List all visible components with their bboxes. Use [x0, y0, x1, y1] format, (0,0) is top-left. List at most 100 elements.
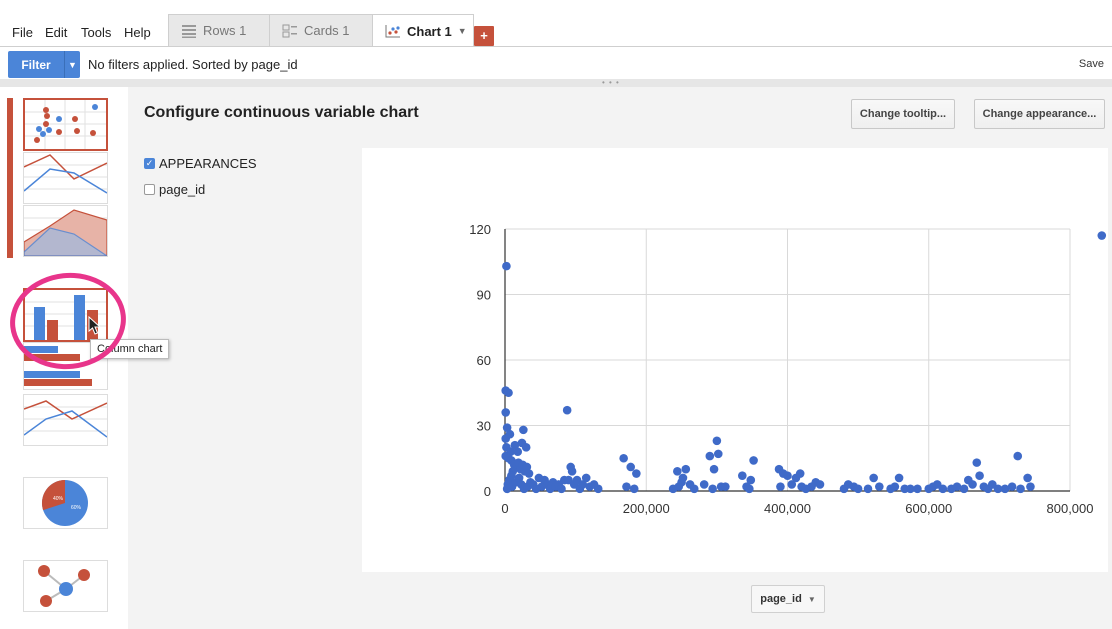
- data-point: [749, 456, 758, 465]
- data-point: [713, 449, 723, 459]
- menu-file[interactable]: File: [12, 25, 33, 40]
- checkbox-unchecked-icon[interactable]: [144, 184, 155, 195]
- data-point: [505, 429, 515, 439]
- data-point: [875, 482, 884, 491]
- tab-cards[interactable]: Cards 1: [269, 14, 373, 46]
- data-point: [562, 405, 572, 415]
- pie-label-red: 40%: [53, 496, 64, 502]
- checkbox-checked-icon[interactable]: ✓: [144, 158, 155, 169]
- x-tick-label: 200,000: [623, 501, 670, 516]
- network-chart-thumbnail[interactable]: [23, 560, 108, 612]
- variable-appearances[interactable]: ✓ APPEARANCES: [144, 156, 257, 171]
- filter-button-label: Filter: [21, 57, 51, 72]
- data-point: [795, 469, 805, 478]
- x-tick-label: 0: [501, 501, 508, 516]
- y-tick-label: 120: [469, 222, 491, 237]
- data-point: [913, 484, 922, 494]
- data-point: [705, 451, 715, 461]
- data-point: [689, 484, 699, 494]
- data-point: [721, 482, 730, 491]
- data-point: [776, 482, 785, 491]
- save-button[interactable]: Save: [1078, 58, 1104, 70]
- data-point: [869, 473, 878, 483]
- data-point: [699, 480, 709, 489]
- column-chart-thumbnail[interactable]: [23, 288, 108, 342]
- y-tick-label: 60: [477, 353, 491, 368]
- add-tab-button[interactable]: +: [474, 26, 494, 46]
- data-point: [815, 480, 825, 489]
- data-point: [681, 464, 691, 474]
- line-chart-alt-thumbnail[interactable]: [23, 394, 108, 446]
- resize-grip-icon[interactable]: • • •: [602, 78, 620, 87]
- line-alt-thumb-icon: [24, 400, 107, 438]
- data-point: [890, 482, 900, 491]
- line-thumb-icon: [24, 154, 107, 194]
- pie-chart-thumbnail[interactable]: 40% 60%: [23, 477, 108, 529]
- area-chart-thumbnail[interactable]: [23, 205, 108, 257]
- network-thumb-icon: [38, 565, 90, 607]
- pie-label-blue: 60%: [71, 505, 82, 511]
- data-point: [1013, 451, 1023, 461]
- data-point: [972, 458, 982, 467]
- data-point: [1026, 482, 1035, 491]
- tab-chart-label: Chart 1: [407, 23, 452, 39]
- data-point: [513, 447, 523, 457]
- x-tick-label: 600,000: [905, 501, 952, 516]
- x-axis-select[interactable]: page_id ▼: [751, 585, 825, 613]
- cards-icon: [282, 24, 297, 37]
- data-point: [787, 480, 797, 489]
- bar-thumb-icon: [24, 346, 92, 386]
- filter-status: No filters applied. Sorted by page_id: [88, 57, 298, 72]
- data-point: [593, 484, 603, 494]
- data-point: [1097, 231, 1107, 240]
- mouse-pointer-icon: [88, 316, 102, 335]
- menu-tools[interactable]: Tools: [81, 25, 112, 40]
- data-point: [629, 484, 639, 494]
- data-point: [673, 467, 682, 476]
- selected-indicator: [7, 98, 13, 258]
- data-point: [863, 484, 873, 494]
- tab-chart[interactable]: Chart 1 ▼: [372, 14, 474, 47]
- data-point: [712, 436, 722, 446]
- data-point: [501, 408, 511, 417]
- variable-list: [128, 148, 362, 572]
- area-thumb-icon: [24, 209, 107, 256]
- variable-page-id[interactable]: page_id: [144, 182, 205, 197]
- pie-thumb-icon: 40% 60%: [41, 480, 88, 526]
- menu-bar: [0, 0, 1112, 46]
- data-point: [853, 484, 863, 494]
- menu-help[interactable]: Help: [124, 25, 151, 40]
- x-tick-label: 400,000: [764, 501, 811, 516]
- data-point: [1016, 484, 1025, 494]
- panel-resize-bar[interactable]: [0, 79, 1112, 87]
- data-point: [567, 467, 577, 476]
- y-tick-label: 90: [477, 288, 491, 303]
- rows-icon: [182, 24, 196, 38]
- data-point: [975, 471, 984, 481]
- data-point: [959, 484, 969, 494]
- change-tooltip-button[interactable]: Change tooltip...: [851, 99, 955, 129]
- bar-chart-thumbnail[interactable]: [23, 342, 108, 390]
- scatter-chart-thumbnail[interactable]: [23, 98, 108, 151]
- data-point: [738, 471, 747, 481]
- data-point: [783, 471, 792, 481]
- filter-button[interactable]: Filter ▼: [8, 51, 80, 78]
- data-point: [968, 480, 977, 489]
- tab-rows[interactable]: Rows 1: [168, 14, 270, 46]
- menu-edit[interactable]: Edit: [45, 25, 68, 40]
- line-chart-thumbnail[interactable]: [23, 152, 108, 204]
- data-point: [938, 484, 948, 494]
- chart-canvas: 0 30 60 90 120 0 200,000 400,000 600,000 800,000: [362, 148, 1108, 572]
- x-axis-select-label: page_id: [760, 593, 802, 605]
- data-point: [1007, 482, 1017, 491]
- scatter-chart: 0 30 60 90 120 0 200,000 400,000 600,000 800,000: [469, 222, 1107, 516]
- chevron-down-icon[interactable]: ▼: [68, 59, 77, 70]
- data-point: [626, 462, 636, 472]
- page-title: Configure continuous variable chart: [144, 104, 419, 121]
- data-point: [745, 484, 754, 494]
- change-appearance-button[interactable]: Change appearance...: [974, 99, 1105, 129]
- data-point: [504, 388, 513, 398]
- chevron-down-icon[interactable]: ▼: [457, 26, 467, 36]
- x-tick-label: 800,000: [1047, 501, 1094, 516]
- data-point: [578, 480, 587, 489]
